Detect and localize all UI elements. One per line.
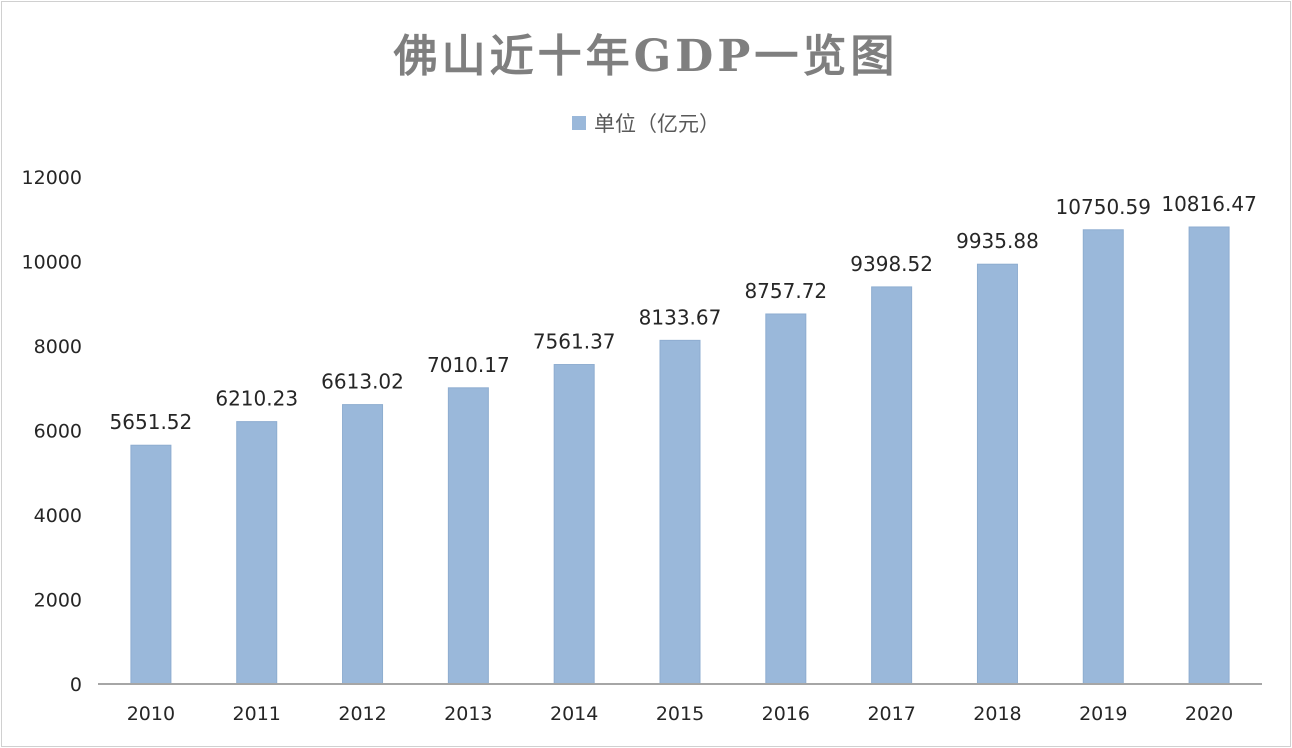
legend-label: 单位（亿元） [594,112,720,136]
chart-title: 佛山近十年GDP一览图 [393,31,899,82]
data-label: 8133.67 [639,305,722,329]
bar [659,339,701,685]
data-label: 9398.52 [850,252,933,276]
data-label: 7561.37 [533,330,616,354]
bar [553,364,595,685]
x-tick-label: 2011 [233,703,281,725]
data-label: 6210.23 [215,387,298,411]
data-label: 6613.02 [321,370,404,394]
x-tick-label: 2017 [867,703,915,725]
y-tick-label: 0 [70,674,82,696]
legend: 单位（亿元） [0,108,1292,138]
data-label: 9935.88 [956,229,1039,253]
bar [765,313,807,685]
x-tick-label: 2019 [1079,703,1127,725]
bar [130,444,172,685]
bar [871,286,913,685]
y-tick-label: 6000 [34,421,82,443]
x-tick-label: 2020 [1185,703,1233,725]
x-tick-label: 2013 [444,703,492,725]
bar [1188,226,1230,685]
y-tick-label: 12000 [22,167,82,189]
y-tick-label: 10000 [22,252,82,274]
bar [1082,229,1124,685]
y-tick-label: 2000 [34,590,82,612]
x-tick-label: 2015 [656,703,704,725]
data-label: 8757.72 [744,279,827,303]
y-tick-label: 4000 [34,505,82,527]
x-tick-label: 2016 [762,703,810,725]
bar [447,387,489,685]
data-label: 10816.47 [1161,192,1256,216]
x-tick-label: 2018 [973,703,1021,725]
y-tick-label: 8000 [34,336,82,358]
legend-swatch [572,116,586,130]
bar [342,404,384,685]
x-tick-label: 2010 [127,703,175,725]
x-tick-label: 2012 [338,703,386,725]
bar [236,421,278,685]
bar [976,263,1018,685]
x-tick-label: 2014 [550,703,598,725]
data-label: 5651.52 [110,410,193,434]
data-label: 7010.17 [427,353,510,377]
data-label: 10750.59 [1056,195,1151,219]
